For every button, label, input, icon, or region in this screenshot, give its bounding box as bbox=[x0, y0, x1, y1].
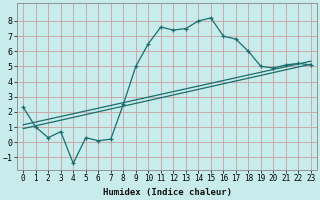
X-axis label: Humidex (Indice chaleur): Humidex (Indice chaleur) bbox=[103, 188, 232, 197]
